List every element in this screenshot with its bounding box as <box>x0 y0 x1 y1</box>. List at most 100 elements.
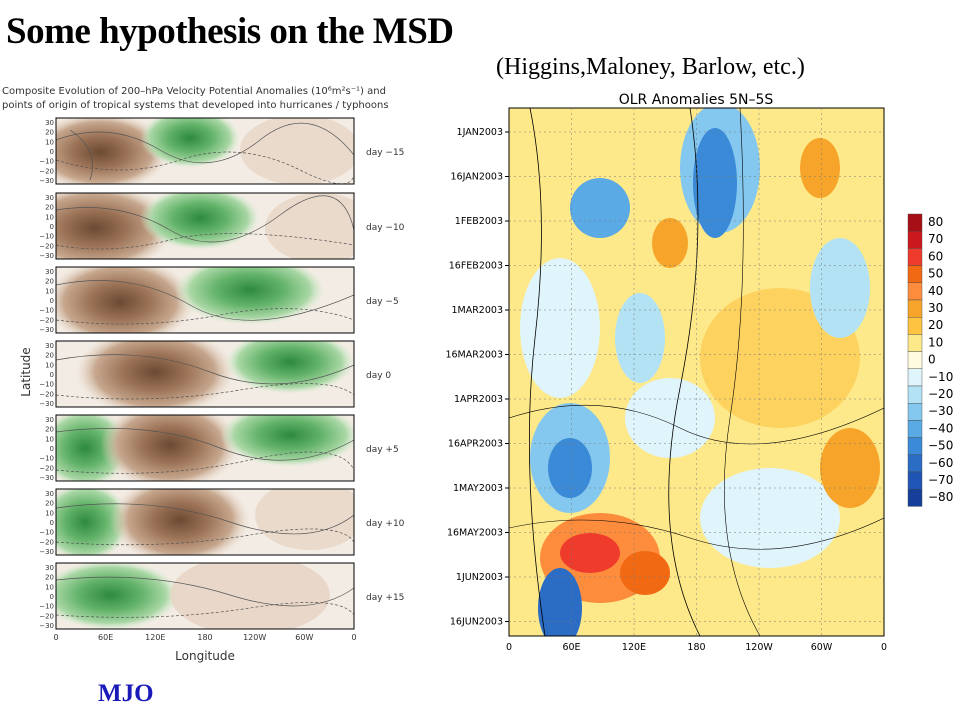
anomaly-blob <box>620 551 670 595</box>
lat-tick-label: −30 <box>39 548 54 556</box>
colorbar-swatch <box>907 351 923 370</box>
panel-day-plus-10: day +10 <box>55 488 405 556</box>
lat-tick-label: −10 <box>39 307 54 315</box>
colorbar-label: 10 <box>928 335 943 349</box>
date-tick-label: 16MAR2003 <box>445 350 503 361</box>
hov-lon-tick-label: 60W <box>811 642 833 653</box>
colorbar-swatch <box>907 265 923 284</box>
mjo-label: MJO <box>98 680 154 707</box>
lat-tick-label: −30 <box>39 474 54 482</box>
hovmoller-gridlines <box>505 108 884 636</box>
longitude-tick-labels: 0 60E 120E 180 120W 60W 0 <box>53 633 356 642</box>
lat-tick-label: 20 <box>45 426 54 434</box>
left-caption-line1: Composite Evolution of 200–hPa Velocity … <box>2 86 386 97</box>
date-tick-label: 16JAN2003 <box>450 172 503 183</box>
lat-tick-label: −20 <box>39 167 54 175</box>
lon-tick-label: 120E <box>145 633 165 642</box>
colorbar-label: 30 <box>928 301 943 315</box>
lat-tick-label: −10 <box>39 381 54 389</box>
colorbar-label: 20 <box>928 318 943 332</box>
anomaly-blob <box>560 533 620 573</box>
date-tick-label: 16APR2003 <box>448 439 503 450</box>
left-caption-line2: points of origin of tropical systems tha… <box>2 100 389 111</box>
olr-chart-title: OLR Anomalies 5N–5S <box>619 92 774 108</box>
lon-tick-label: 60E <box>98 633 113 642</box>
lat-tick-label: 0 <box>50 297 54 305</box>
colorbar-swatch <box>907 489 923 507</box>
lat-tick-label: 10 <box>45 287 54 295</box>
anomaly-blob <box>538 568 582 636</box>
date-tick-label: 1JAN2003 <box>457 127 503 138</box>
anomaly-blob <box>693 128 737 238</box>
lat-tick-label: 10 <box>45 583 54 591</box>
anomaly-blob <box>625 378 715 458</box>
lat-tick-label: 0 <box>50 223 54 231</box>
lat-tick-label: 0 <box>50 519 54 527</box>
hov-lon-tick-label: 0 <box>881 642 887 653</box>
date-tick-label: 16FEB2003 <box>449 261 503 272</box>
lat-tick-label: 0 <box>50 148 54 156</box>
lat-tick-label: −20 <box>39 538 54 546</box>
anomaly-blob <box>820 428 880 508</box>
hovmoller-longitude-tick-labels: 0 60E 120E 180 120W 60W 0 <box>506 642 887 653</box>
lat-tick-label: 10 <box>45 509 54 517</box>
date-tick-labels: 1JAN2003 16JAN2003 1FEB2003 16FEB2003 1MAR20… <box>445 127 503 628</box>
colorbar-label: 0 <box>928 353 936 367</box>
colorbar-swatch <box>907 248 923 266</box>
panel-label: day +10 <box>366 519 405 529</box>
lat-tick-label: 10 <box>45 361 54 369</box>
slide-title: Some hypothesis on the MSD <box>6 11 454 52</box>
lat-tick-label: 0 <box>50 445 54 453</box>
lon-tick-label: 180 <box>197 633 212 642</box>
panel-label: day −15 <box>366 148 404 158</box>
colorbar-label: −80 <box>928 490 953 504</box>
lat-tick-label: 10 <box>45 138 54 146</box>
date-tick-label: 1APR2003 <box>454 394 503 405</box>
colorbar-swatch <box>907 282 923 301</box>
lon-tick-label: 0 <box>351 633 356 642</box>
anomaly-blob <box>520 258 600 398</box>
colorbar-swatch <box>907 299 923 318</box>
longitude-axis-title: Longitude <box>175 649 235 663</box>
lat-tick-label: 10 <box>45 213 54 221</box>
lat-tick-label: −30 <box>39 177 54 185</box>
lat-tick-label: −30 <box>39 326 54 334</box>
colorbar-label: 80 <box>928 215 943 229</box>
panel-label: day +5 <box>366 445 399 455</box>
lat-tick-label: −30 <box>39 252 54 260</box>
lat-tick-label: 30 <box>45 268 54 276</box>
lat-tick-label: 10 <box>45 435 54 443</box>
lat-tick-label: 30 <box>45 564 54 572</box>
colorbar-swatch <box>907 471 923 490</box>
colorbar-swatch <box>907 385 923 404</box>
colorbar-label: −50 <box>928 439 953 453</box>
colorbar-swatch <box>907 230 923 249</box>
colorbar-swatch <box>907 437 923 456</box>
colorbar-label: 70 <box>928 232 943 246</box>
lat-tick-label: 0 <box>50 371 54 379</box>
date-tick-label: 16MAY2003 <box>447 528 503 539</box>
lat-tick-label: 20 <box>45 204 54 212</box>
lat-tick-label: 30 <box>45 119 54 127</box>
panel-label: day +15 <box>366 593 404 603</box>
anomaly-blob <box>615 293 665 383</box>
lon-tick-label: 120W <box>243 633 266 642</box>
date-tick-label: 1FEB2003 <box>455 216 503 227</box>
lat-tick-label: −30 <box>39 400 54 408</box>
panel-label: day 0 <box>366 371 391 381</box>
colorbar-swatch <box>907 403 923 421</box>
hov-lon-tick-label: 120E <box>622 642 646 653</box>
date-tick-label: 1MAR2003 <box>451 305 503 316</box>
panel-day-plus-5: day +5 <box>55 414 399 482</box>
colorbar-label: −70 <box>928 473 953 487</box>
date-tick-label: 1MAY2003 <box>453 483 503 494</box>
lon-tick-label: 60W <box>295 633 313 642</box>
colorbar-label: −30 <box>928 404 953 418</box>
colorbar-label: −20 <box>928 387 953 401</box>
anomaly-blob <box>700 468 840 568</box>
lat-tick-label: 30 <box>45 342 54 350</box>
velocity-potential-composite: Latitude Longitude day −15 day −10 <box>19 117 405 663</box>
date-tick-label: 1JUN2003 <box>456 572 503 583</box>
latitude-axis-title: Latitude <box>19 347 33 396</box>
slide-subtitle: (Higgins,Maloney, Barlow, etc.) <box>496 54 805 80</box>
